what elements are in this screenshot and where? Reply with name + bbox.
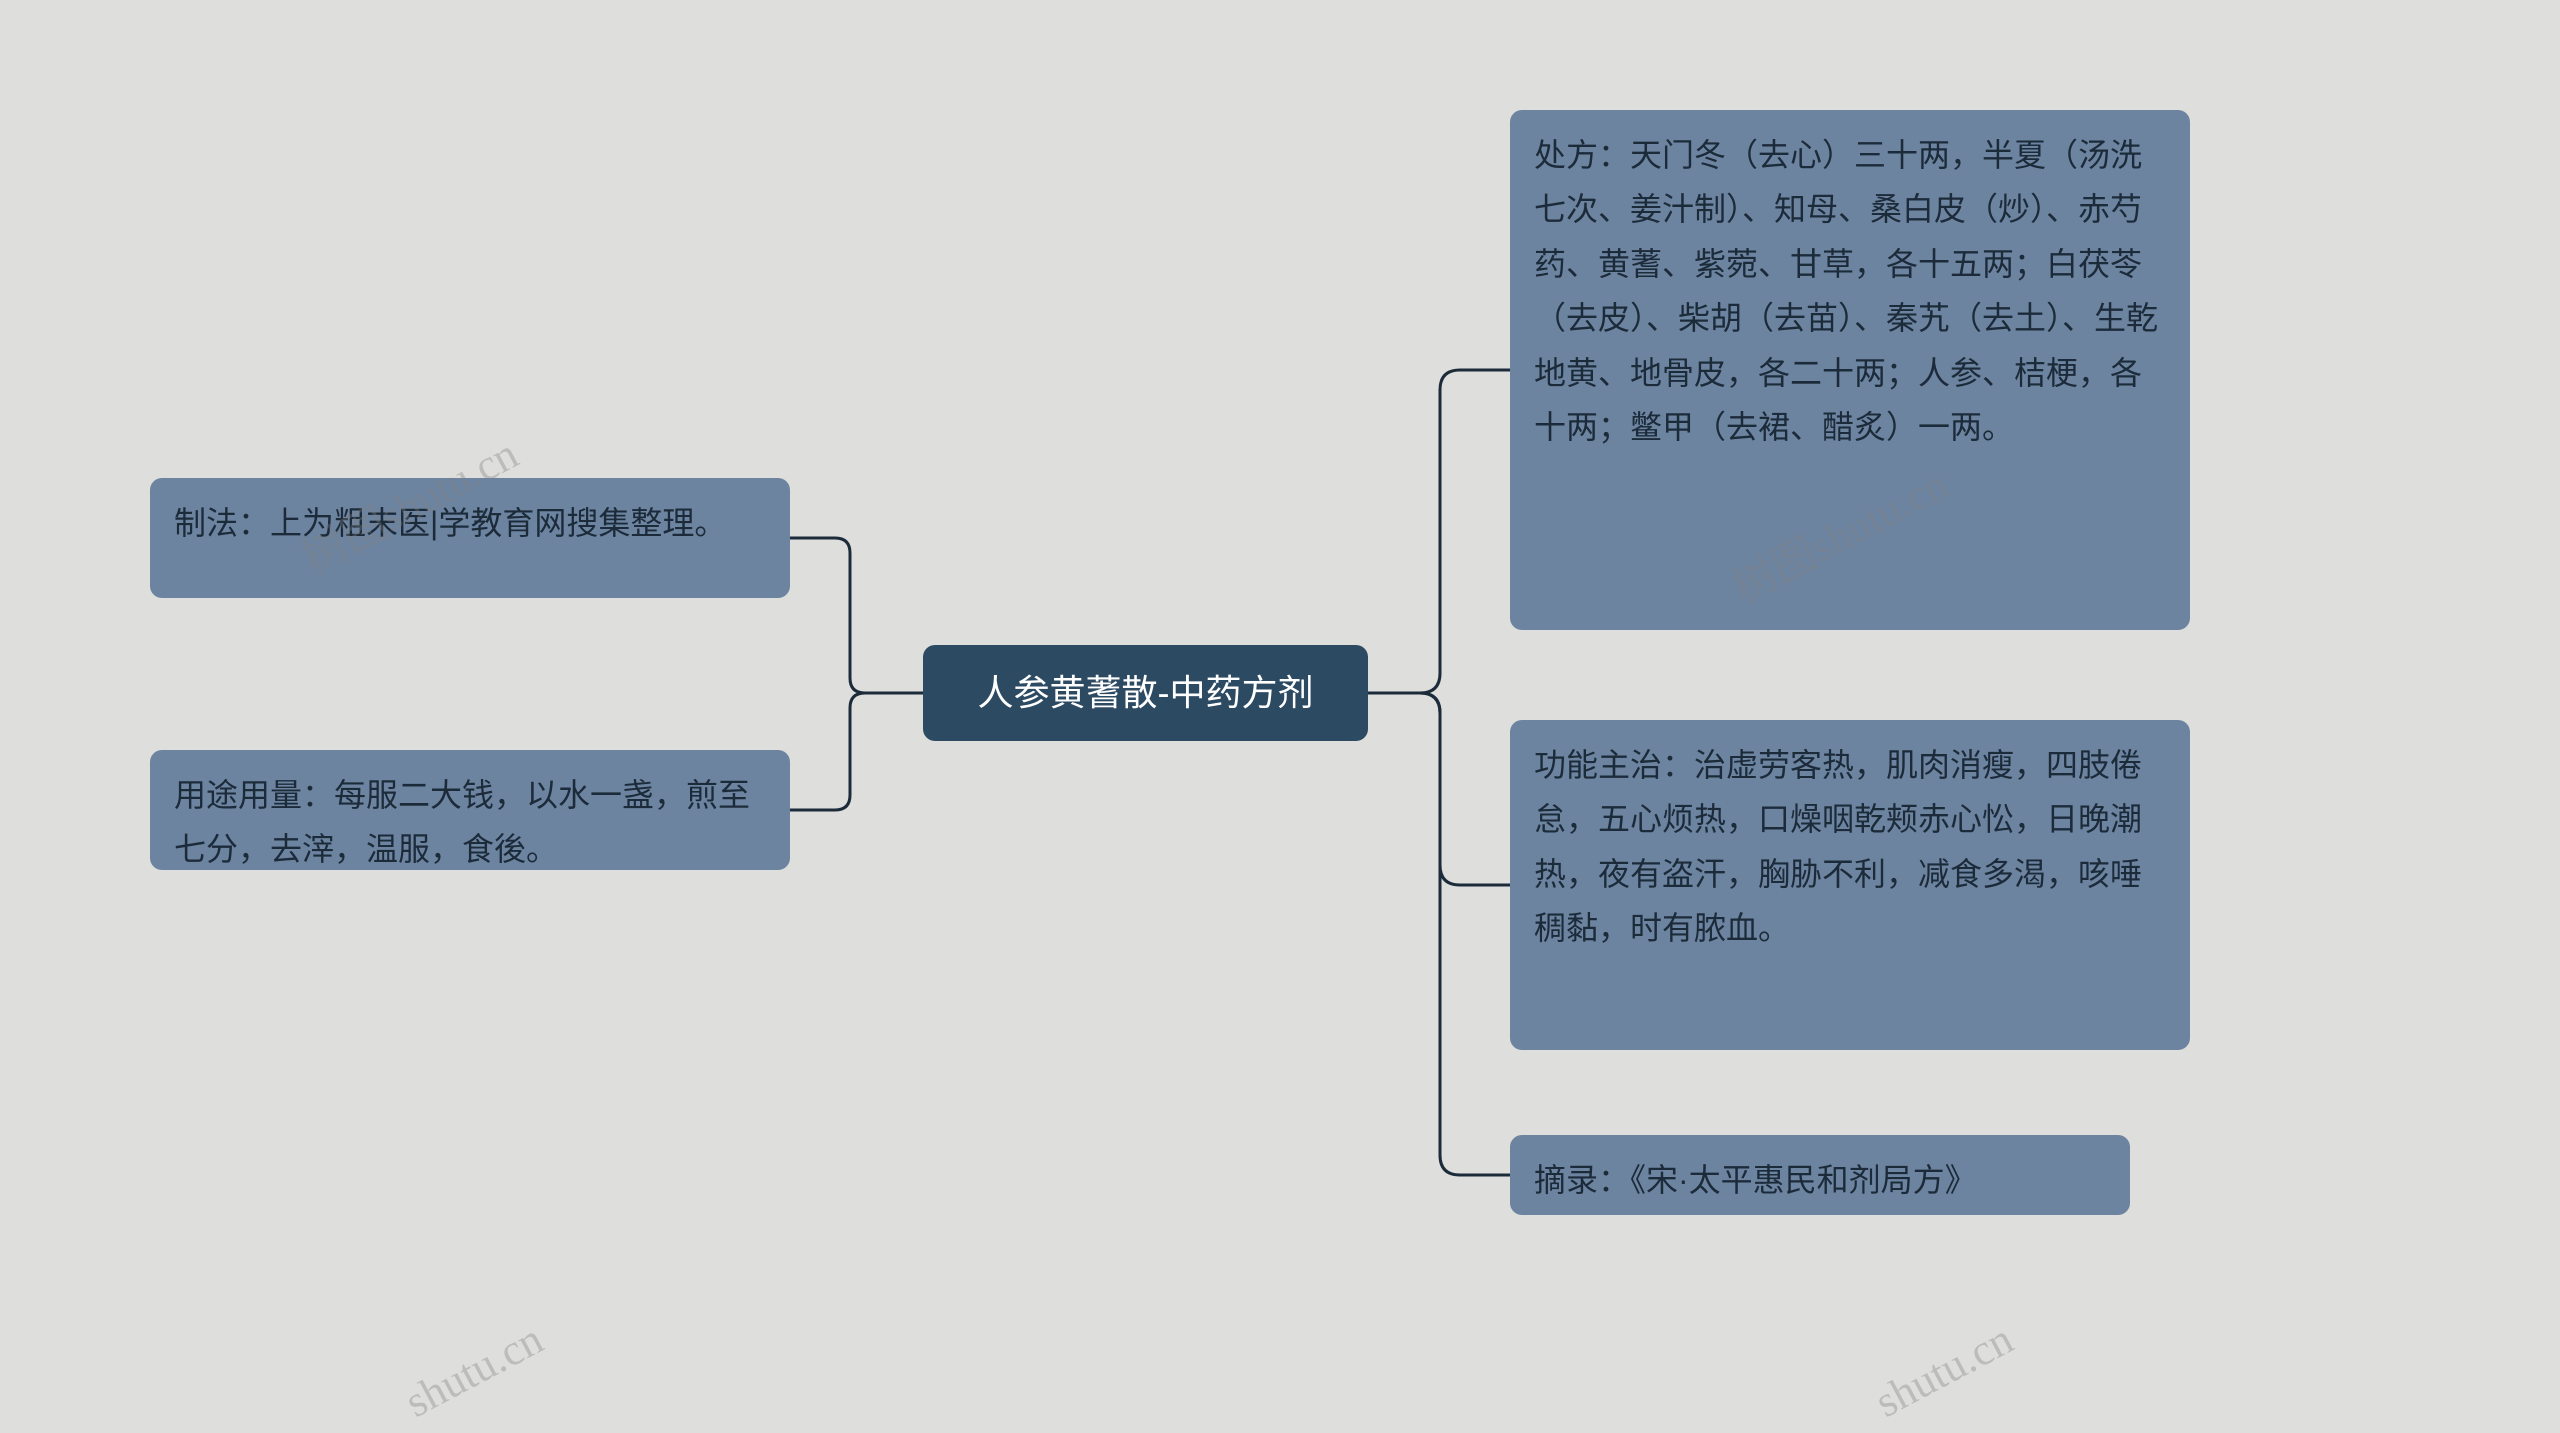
edge-right-prescription [1368, 370, 1510, 693]
edge-right-source [1368, 693, 1510, 1175]
node-method[interactable]: 制法：上为粗末医|学教育网搜集整理。 [150, 478, 790, 598]
node-usage-text: 用途用量：每服二大钱，以水一盏，煎至七分，去滓，温服，食後。 [174, 777, 750, 867]
node-source-text: 摘录：《宋·太平惠民和剂局方》 [1534, 1162, 1977, 1198]
node-function-text: 功能主治：治虚劳客热，肌肉消瘦，四肢倦怠，五心烦热，口燥咽乾颊赤心忪，日晚潮热，… [1534, 747, 2142, 946]
node-prescription[interactable]: 处方：天门冬（去心）三十两，半夏（汤洗七次、姜汁制）、知母、桑白皮（炒）、赤芍药… [1510, 110, 2190, 630]
edge-left-usage [790, 693, 923, 810]
center-node[interactable]: 人参黄蓍散-中药方剂 [923, 645, 1368, 741]
node-usage[interactable]: 用途用量：每服二大钱，以水一盏，煎至七分，去滓，温服，食後。 [150, 750, 790, 870]
edge-left-method [790, 538, 923, 693]
node-source[interactable]: 摘录：《宋·太平惠民和剂局方》 [1510, 1135, 2130, 1215]
node-function[interactable]: 功能主治：治虚劳客热，肌肉消瘦，四肢倦怠，五心烦热，口燥咽乾颊赤心忪，日晚潮热，… [1510, 720, 2190, 1050]
center-node-label: 人参黄蓍散-中药方剂 [978, 662, 1314, 723]
node-prescription-text: 处方：天门冬（去心）三十两，半夏（汤洗七次、姜汁制）、知母、桑白皮（炒）、赤芍药… [1534, 137, 2158, 445]
node-method-text: 制法：上为粗末医|学教育网搜集整理。 [174, 505, 726, 541]
